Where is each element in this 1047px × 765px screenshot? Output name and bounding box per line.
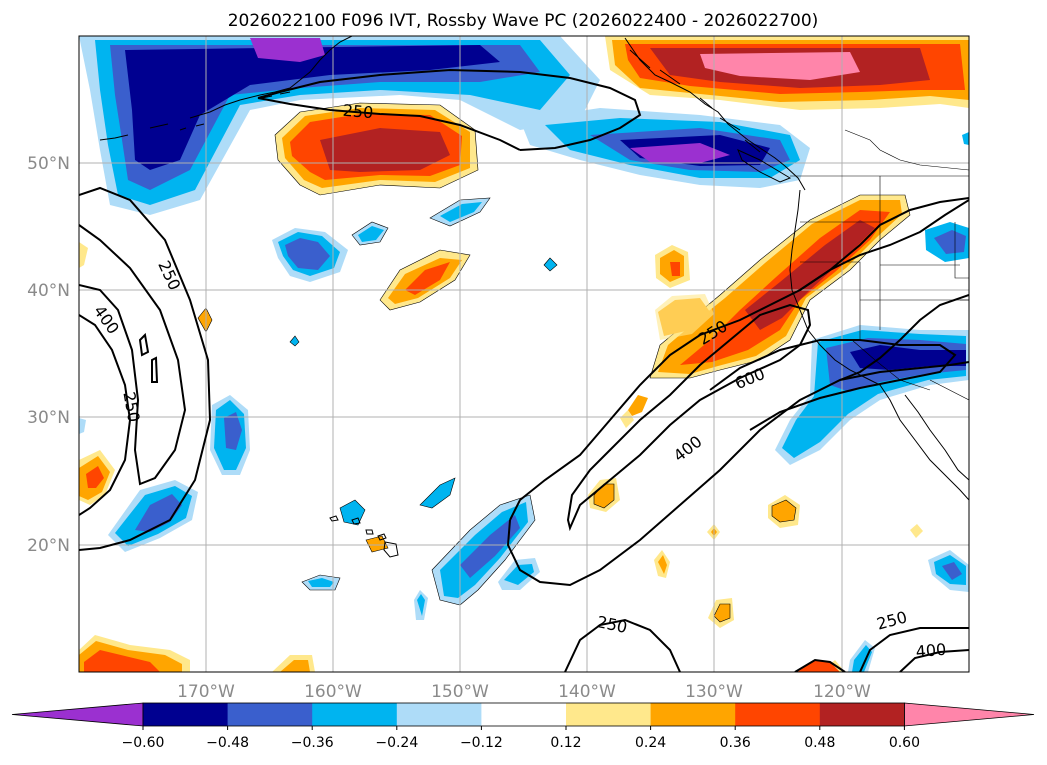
latitude-label: 50°N: [27, 154, 70, 174]
contour-label: 250: [342, 101, 374, 123]
positive-anomaly-british-columbia: [605, 36, 969, 110]
colorbar-extend-min: [11, 702, 144, 727]
colorbar-tick-label: 0.36: [720, 735, 751, 751]
colorbar-tick-label: 0.48: [804, 735, 835, 751]
map-frame: [78, 35, 970, 673]
coastlines: [99, 36, 969, 501]
colorbar-segment: [312, 703, 398, 726]
colorbar-tick-label: −0.60: [122, 735, 165, 751]
colorbar-tick-label: 0.24: [635, 735, 666, 751]
colorbar-segment: [735, 703, 821, 726]
colorbar-tick-label: −0.12: [460, 735, 503, 751]
colorbar-segment: [481, 703, 567, 726]
latitude-axis: 50°N 40°N 30°N 20°N: [27, 154, 70, 556]
colorbar-segment: [650, 703, 736, 726]
longitude-label: 120°W: [813, 682, 871, 702]
colorbar-tick-label: −0.24: [375, 735, 418, 751]
longitude-label: 150°W: [431, 682, 489, 702]
map-panel: 250 250 400 250 250 600 400 250 250 400: [79, 36, 969, 672]
scattered-anomaly-blobs: [79, 197, 969, 672]
latitude-label: 30°N: [27, 408, 70, 428]
longitude-label: 170°W: [177, 682, 235, 702]
colorbar-tick-label: −0.48: [206, 735, 249, 751]
contour-detail-marks: [138, 332, 159, 383]
colorbar-segment: [143, 703, 229, 726]
ivt-contours: [79, 68, 969, 672]
positive-anomaly-central-north-pacific: [274, 102, 479, 196]
longitude-axis: 170°W 160°W 150°W 140°W 130°W 120°W: [177, 682, 871, 702]
contour-label: 400: [915, 640, 947, 662]
map-title: 2026022100 F096 IVT, Rossby Wave PC (202…: [228, 11, 819, 31]
negative-anomaly-gulf-alaska-west: [79, 36, 600, 215]
colorbar-frame: [142, 702, 905, 727]
hawaii-islands: [329, 515, 399, 558]
colorbar: [11, 702, 1035, 730]
colorbar-segment: [396, 703, 482, 726]
colorbar-tick-label: −0.36: [291, 735, 334, 751]
colorbar-extend-max: [904, 702, 1035, 727]
colorbar-tick-label: 0.60: [889, 735, 920, 751]
longitude-label: 160°W: [304, 682, 362, 702]
colorbar-segment: [227, 703, 313, 726]
graticule: [79, 36, 969, 672]
longitude-label: 140°W: [558, 682, 616, 702]
colorbar-segment: [566, 703, 652, 726]
latitude-label: 20°N: [27, 536, 70, 556]
negative-anomaly-southwest-us: [775, 132, 969, 465]
longitude-label: 130°W: [685, 682, 743, 702]
colorbar-tick-label: 0.12: [550, 735, 581, 751]
colorbar-segment: [819, 703, 905, 726]
colorbar-tick-labels: −0.60 −0.48 −0.36 −0.24 −0.12 0.12 0.24 0.36 0.4…: [122, 735, 920, 751]
positive-anomaly-west-coast: [649, 194, 911, 379]
latitude-label: 40°N: [27, 281, 70, 301]
